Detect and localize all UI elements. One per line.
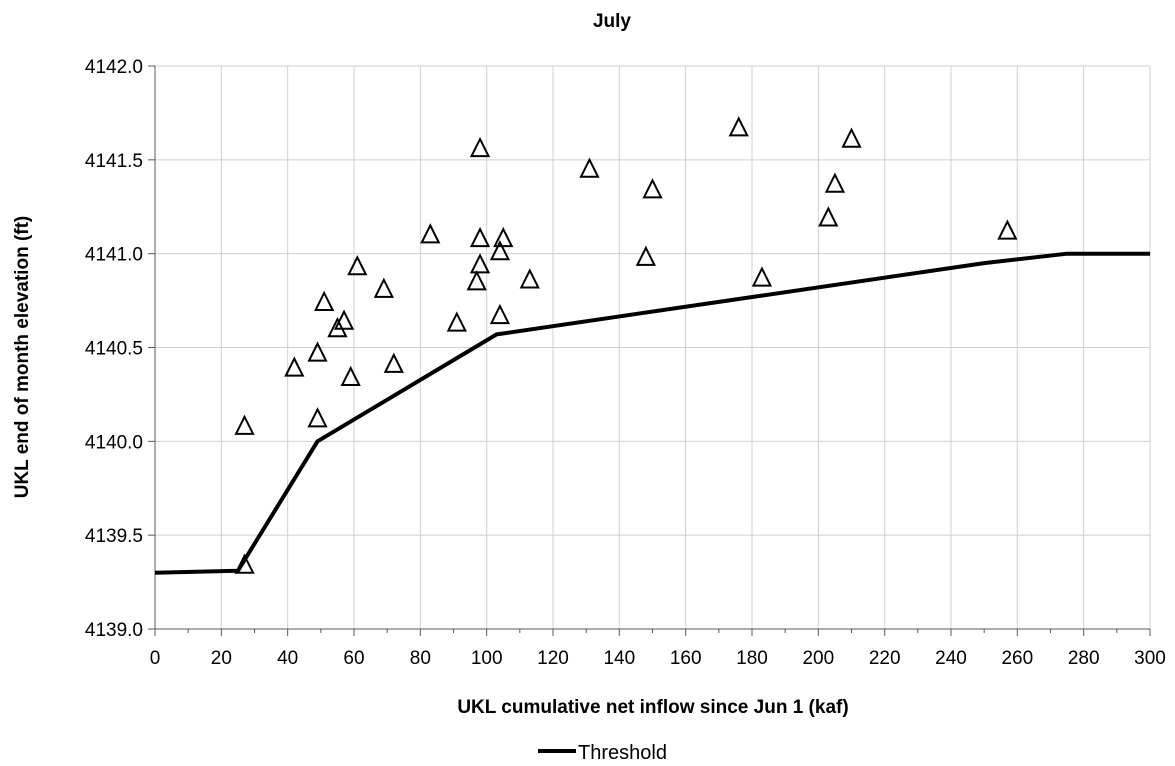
- triangle-point: [383, 352, 404, 373]
- x-tick-label: 260: [1001, 648, 1033, 669]
- triangle-point: [234, 414, 255, 435]
- threshold-line: [154, 251, 1150, 575]
- chart-title: July: [593, 11, 631, 32]
- x-tick-label: 100: [471, 648, 503, 669]
- y-tick-label: 4140.0: [85, 432, 143, 453]
- observation-series: [234, 116, 1018, 574]
- y-tick-label: 4139.0: [85, 620, 143, 641]
- y-axis-title: UKL end of month elevation (ft): [12, 216, 33, 499]
- x-tick-label: 140: [603, 648, 635, 669]
- legend: Threshold: [538, 742, 667, 764]
- x-tick-label: 40: [277, 648, 298, 669]
- x-axis-title: UKL cumulative net inflow since Jun 1 (k…: [457, 697, 848, 718]
- y-axis: 4139.0 4139.5 4140.0 4140.5 4141.0 4141.5 4142…: [85, 57, 155, 641]
- triangle-point: [489, 303, 511, 325]
- x-tick-label: 200: [802, 648, 834, 669]
- x-tick-label: 160: [670, 648, 702, 669]
- triangle-point: [489, 240, 511, 261]
- triangle-point: [234, 553, 255, 574]
- x-tick-label: 220: [869, 648, 901, 669]
- triangle-point: [466, 270, 487, 291]
- triangle-point: [340, 365, 361, 387]
- y-tick-label: 4142.0: [85, 57, 143, 78]
- x-tick-label: 280: [1068, 648, 1100, 669]
- triangle-point: [635, 245, 656, 266]
- triangle-point: [642, 178, 663, 199]
- triangle-point: [420, 223, 441, 244]
- triangle-point: [347, 255, 368, 276]
- triangle-point: [333, 309, 355, 330]
- triangle-point: [728, 116, 749, 137]
- triangle-point: [818, 206, 839, 227]
- triangle-point: [493, 226, 514, 248]
- x-tick-label: 120: [537, 648, 569, 669]
- triangle-point: [446, 311, 467, 332]
- triangle-point: [824, 172, 846, 193]
- triangle-point: [751, 266, 773, 287]
- y-tick-label: 4141.5: [85, 151, 143, 172]
- triangle-point: [284, 356, 305, 377]
- x-tick-label: 180: [736, 648, 768, 669]
- legend-threshold-label: Threshold: [578, 742, 667, 764]
- triangle-point: [307, 341, 328, 362]
- triangle-point: [307, 407, 328, 428]
- y-tick-label: 4140.5: [85, 339, 143, 360]
- x-tick-label: 240: [935, 648, 967, 669]
- triangle-point: [469, 226, 491, 248]
- x-tick-label: 300: [1134, 648, 1166, 669]
- x-tick-label: 80: [410, 648, 431, 669]
- x-tick-label: 60: [343, 648, 364, 669]
- triangle-point: [373, 277, 394, 298]
- x-tick-label: 20: [211, 648, 232, 669]
- x-tick-label: 0: [150, 648, 161, 669]
- y-tick-label: 4139.5: [85, 526, 143, 547]
- triangle-point: [469, 136, 491, 158]
- x-axis: 0 20 40 60 80 100 120 140 160 180 200 220 240 260 280 3…: [150, 629, 1166, 669]
- triangle-point: [469, 253, 491, 274]
- triangle-point: [314, 290, 335, 311]
- triangle-point: [841, 127, 862, 148]
- triangle-point: [579, 157, 600, 178]
- triangle-point: [519, 268, 540, 289]
- y-tick-label: 4141.0: [85, 245, 143, 266]
- grid-lines: [154, 65, 1151, 630]
- threshold-series: [154, 251, 1150, 575]
- triangle-point: [997, 219, 1018, 240]
